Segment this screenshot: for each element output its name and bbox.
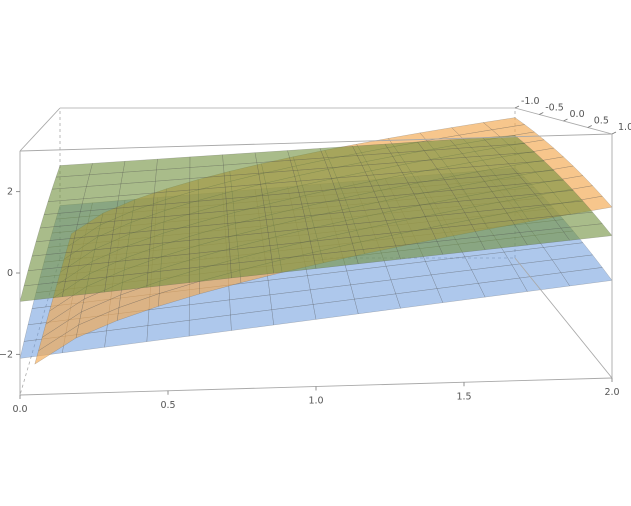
x-tick-label: 2.0: [604, 387, 619, 398]
x-tick-label: 0.0: [12, 404, 27, 415]
box-edge: [19, 133, 613, 152]
z-tick-label: 0: [7, 268, 13, 279]
y-tick-label: 0.0: [570, 109, 585, 120]
z-tick-label: −2: [0, 349, 13, 360]
y-tick-mark: [611, 131, 617, 135]
y-tick-mark: [587, 125, 592, 128]
y-tick-mark: [514, 105, 520, 109]
x-tick-label: 1.5: [456, 391, 471, 402]
y-tick-mark: [539, 112, 544, 115]
y-tick-mark: [563, 118, 568, 122]
box-edge: [19, 107, 61, 152]
surface-3: [19, 135, 613, 302]
axis-ticks: 0.0 0.5 1.0 1.5 2.0 -1.0 -0.5 0.0 0.5 1.0 −2 0 2: [0, 96, 631, 415]
box-edge: [514, 257, 613, 379]
surfaces-layer: [19, 117, 613, 365]
x-tick-label: 1.0: [308, 396, 323, 407]
y-tick-label: 1.0: [618, 122, 631, 133]
x-tick-label: 0.5: [160, 400, 175, 411]
z-tick-label: 2: [7, 187, 13, 198]
y-tick-label: 0.5: [594, 116, 609, 127]
y-tick-label: -0.5: [545, 103, 564, 114]
y-tick-label: -1.0: [521, 96, 540, 107]
